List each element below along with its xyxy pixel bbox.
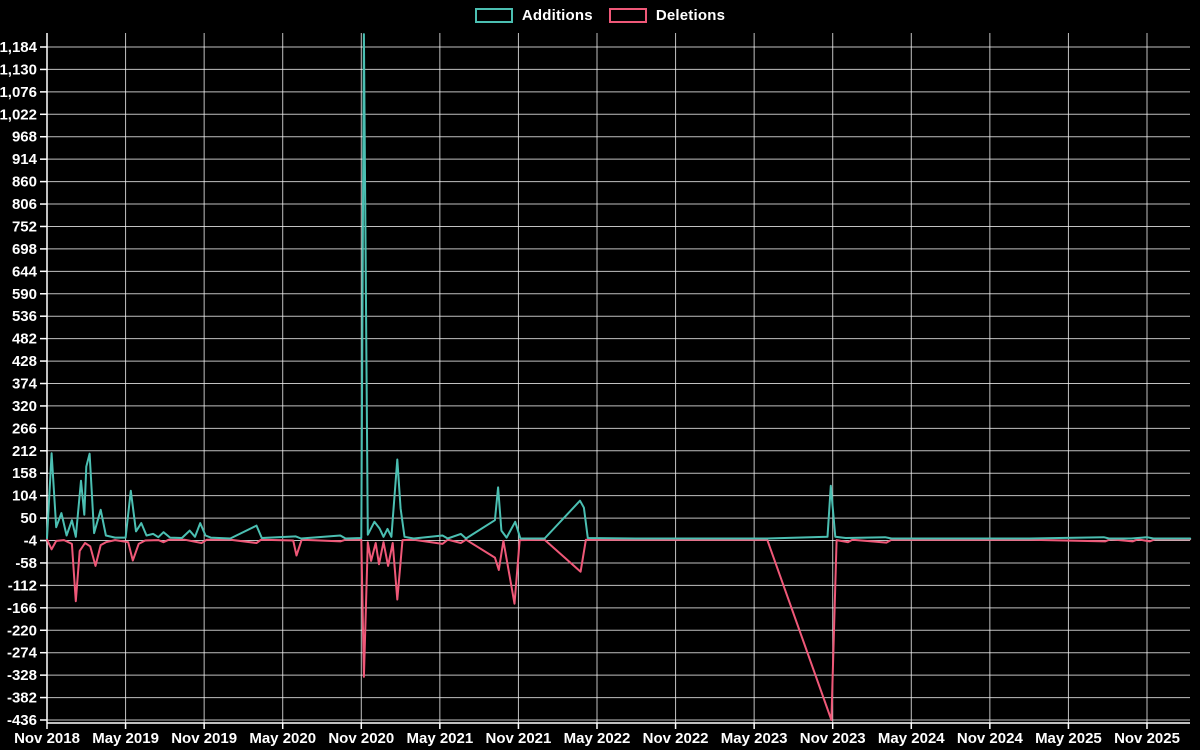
y-tick-label: -220 [7,622,37,639]
y-tick-label: 320 [12,398,37,415]
y-tick-label: -436 [7,712,37,729]
y-tick-label: 752 [12,218,37,235]
y-tick-label: 698 [12,241,37,258]
x-tick-label: May 2024 [878,730,945,747]
y-tick-label: -4 [24,533,38,550]
y-tick-label: 482 [12,331,37,348]
y-tick-label: 806 [12,196,37,213]
axes [40,33,1190,729]
x-tick-label: May 2020 [249,730,316,747]
x-tick-label: May 2022 [564,730,631,747]
x-tick-label: Nov 2023 [800,730,866,747]
y-tick-label: 50 [20,510,37,527]
x-tick-label: May 2025 [1035,730,1102,747]
y-tick-label: -382 [7,690,37,707]
axis-labels: Nov 2018 May 2019 Nov 2019 May 2020 Nov 2020… [0,39,1180,747]
x-tick-label: Nov 2025 [1114,730,1180,747]
y-tick-label: -166 [7,600,37,617]
y-tick-label: 536 [12,308,37,325]
x-tick-label: Nov 2024 [957,730,1024,747]
deletions-line[interactable] [46,538,1192,721]
y-tick-label: -328 [7,667,37,684]
y-tick-label: 590 [12,286,37,303]
y-tick-label: 374 [12,376,38,393]
y-tick-label: 1,022 [0,106,37,123]
x-tick-label: Nov 2022 [643,730,709,747]
x-tick-label: Nov 2021 [485,730,551,747]
series-lines [46,33,1192,721]
y-tick-label: 914 [12,151,38,168]
y-tick-label: 266 [12,420,37,437]
chart-legend: Additions Deletions [0,7,1200,24]
x-tick-label: May 2021 [406,730,473,747]
deletions-legend-swatch [608,8,647,23]
x-tick-label: Nov 2019 [171,730,237,747]
x-tick-label: Nov 2018 [14,730,80,747]
y-tick-label: -112 [8,577,37,594]
x-tick-label: Nov 2020 [328,730,394,747]
legend-item-additions[interactable]: Additions [474,7,593,24]
x-tick-label: May 2023 [721,730,788,747]
additions-legend-label: Additions [521,7,593,24]
y-tick-label: 1,130 [0,61,37,78]
y-tick-label: 1,184 [0,39,38,56]
y-tick-label: -274 [7,645,38,662]
additions-legend-swatch [474,8,513,23]
y-tick-label: 1,076 [0,84,37,101]
y-tick-label: 158 [12,465,37,482]
gridlines [46,33,1190,723]
y-tick-label: 212 [12,443,37,460]
y-tick-label: 968 [12,129,37,146]
y-tick-label: 644 [12,263,38,280]
deletions-legend-label: Deletions [655,7,726,24]
y-tick-label: 860 [12,174,37,191]
y-tick-label: 104 [12,488,38,505]
y-tick-label: -58 [15,555,37,572]
x-tick-label: May 2019 [92,730,159,747]
y-tick-label: 428 [12,353,37,370]
legend-item-deletions[interactable]: Deletions [608,7,726,24]
additions-line[interactable] [46,33,1192,540]
